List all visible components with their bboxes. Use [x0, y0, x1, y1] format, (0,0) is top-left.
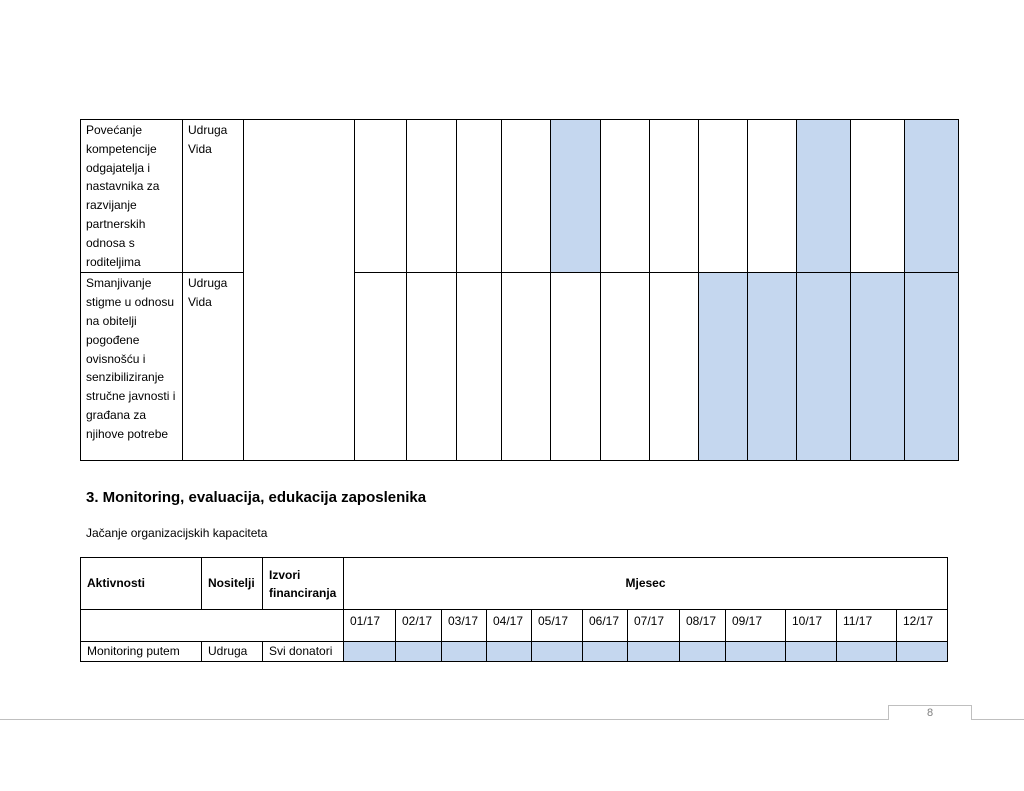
- month-cell: [600, 272, 650, 462]
- header-activities: Aktivnosti: [80, 557, 202, 610]
- activity-schedule-table-continued: Povećanje kompetencije odgajatelja i nas…: [80, 118, 959, 462]
- holder-cell: Udruga: [201, 641, 263, 662]
- month-cell: [582, 641, 628, 662]
- month-cell: [649, 118, 699, 274]
- month-cell: [698, 272, 748, 462]
- months-row: 01/17 02/17 03/17 04/17 05/17 06/17 07/1…: [80, 609, 948, 642]
- table-row: Monitoring putem Udruga Svi donatori: [80, 641, 948, 662]
- empty-cell: [80, 609, 344, 642]
- funding-cell: Svi donatori: [262, 641, 344, 662]
- month-cell: [747, 272, 797, 462]
- month-label: 05/17: [531, 609, 583, 642]
- activity-cell: Smanjivanje stigme u odnosu na obitelji …: [80, 272, 183, 462]
- month-cell: [486, 641, 532, 662]
- month-cell: [406, 272, 457, 462]
- month-label: 01/17: [343, 609, 396, 642]
- empty-cell: [354, 118, 407, 274]
- section-subtitle: Jačanje organizacijskih kapaciteta: [86, 526, 268, 540]
- month-label: 07/17: [627, 609, 680, 642]
- page-number-tab: [888, 705, 972, 720]
- footer-divider: [0, 719, 1024, 720]
- month-cell: [850, 272, 905, 462]
- holder-cell: Udruga Vida: [182, 272, 244, 462]
- header-funding: Izvori financiranja: [262, 557, 344, 610]
- table-row: Smanjivanje stigme u odnosu na obitelji …: [80, 272, 959, 462]
- month-label: 11/17: [836, 609, 897, 642]
- month-cell: [836, 641, 897, 662]
- month-cell: [850, 118, 905, 274]
- month-cell: [456, 118, 502, 274]
- funding-cell: [243, 118, 355, 462]
- month-label: 03/17: [441, 609, 487, 642]
- header-row: Aktivnosti Nositelji Izvori financiranja…: [80, 557, 948, 610]
- month-label: 08/17: [679, 609, 726, 642]
- header-holders: Nositelji: [201, 557, 263, 610]
- month-cell: [649, 272, 699, 462]
- month-cell: [406, 118, 457, 274]
- month-cell: [698, 118, 748, 274]
- monitoring-schedule-table: Aktivnosti Nositelji Izvori financiranja…: [80, 557, 948, 662]
- section-heading: 3. Monitoring, evaluacija, edukacija zap…: [86, 489, 427, 506]
- month-cell: [501, 272, 551, 462]
- header-month: Mjesec: [343, 557, 948, 610]
- month-cell: [896, 641, 948, 662]
- month-cell: [904, 118, 959, 274]
- activity-cell: Povećanje kompetencije odgajatelja i nas…: [80, 118, 183, 274]
- page-number: 8: [926, 707, 934, 719]
- month-cell: [441, 641, 487, 662]
- month-cell: [501, 118, 551, 274]
- month-cell: [343, 641, 396, 662]
- month-label: 10/17: [785, 609, 837, 642]
- table-row: Povećanje kompetencije odgajatelja i nas…: [80, 118, 959, 462]
- month-label: 09/17: [725, 609, 786, 642]
- month-cell: [395, 641, 442, 662]
- month-cell: [904, 272, 959, 462]
- month-cell: [550, 272, 601, 462]
- month-cell: [796, 118, 851, 274]
- month-cell: [550, 118, 601, 274]
- month-cell: [456, 272, 502, 462]
- month-label: 12/17: [896, 609, 948, 642]
- month-label: 02/17: [395, 609, 442, 642]
- month-label: 06/17: [582, 609, 628, 642]
- month-cell: [725, 641, 786, 662]
- month-cell: [531, 641, 583, 662]
- holder-cell: Udruga Vida: [182, 118, 244, 274]
- month-cell: [747, 118, 797, 274]
- month-cell: [785, 641, 837, 662]
- month-cell: [600, 118, 650, 274]
- month-label: 04/17: [486, 609, 532, 642]
- month-cell: [796, 272, 851, 462]
- activity-cell: Monitoring putem: [80, 641, 202, 662]
- month-cell: [627, 641, 680, 662]
- month-cell: [679, 641, 726, 662]
- empty-cell: [354, 272, 407, 462]
